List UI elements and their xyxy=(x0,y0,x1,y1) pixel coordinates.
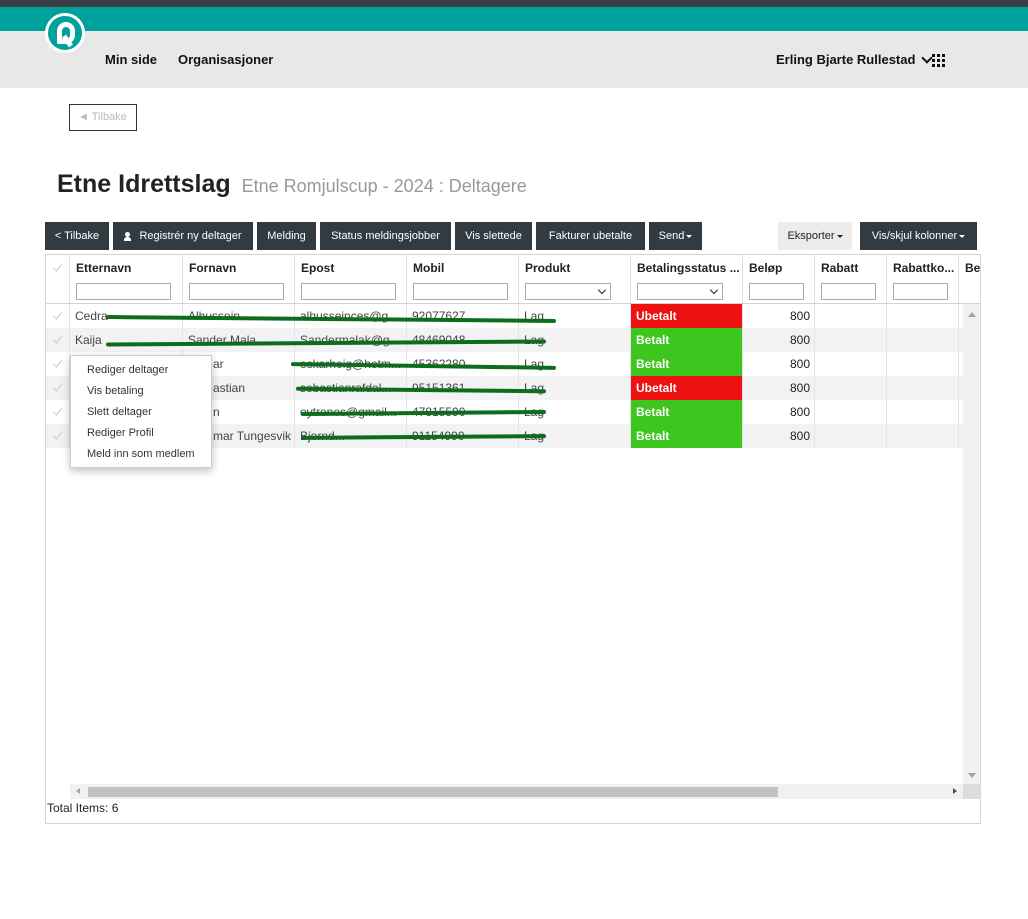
check-icon xyxy=(52,357,63,368)
apps-grid-icon[interactable] xyxy=(932,54,945,67)
status-badge: Betalt xyxy=(631,424,743,448)
filter-fornavn[interactable] xyxy=(189,283,284,300)
navbar xyxy=(0,31,1028,88)
scroll-left-icon[interactable] xyxy=(76,788,80,794)
filter-produkt-select[interactable] xyxy=(525,283,611,300)
check-icon xyxy=(52,309,63,320)
status-jobs-button[interactable]: Status meldingsjobber xyxy=(320,222,451,250)
page-title: Etne Idrettslag Etne Romjulscup - 2024 :… xyxy=(57,170,527,199)
row-context-menu: Rediger deltager Vis betaling Slett delt… xyxy=(70,355,212,468)
vertical-scrollbar[interactable] xyxy=(963,304,980,784)
filter-belop[interactable] xyxy=(749,283,804,300)
brand-bar xyxy=(0,7,1028,31)
message-button[interactable]: Melding xyxy=(257,222,316,250)
col-belop[interactable]: Beløp xyxy=(743,255,815,303)
menu-register-member[interactable]: Meld inn som medlem xyxy=(87,448,195,460)
menu-edit-participant[interactable]: Rediger deltager xyxy=(87,364,169,376)
page-subtitle: Etne Romjulscup - 2024 : Deltagere xyxy=(241,176,527,196)
col-epost[interactable]: Epost xyxy=(295,255,407,303)
send-dropdown-button[interactable]: Send xyxy=(649,222,702,250)
check-icon xyxy=(52,429,63,440)
user-name: Erling Bjarte Rullestad xyxy=(776,52,916,67)
logo-icon[interactable] xyxy=(45,13,85,53)
scroll-thumb[interactable] xyxy=(88,787,778,797)
check-icon xyxy=(52,381,63,392)
invoice-unpaid-button[interactable]: Fakturer ubetalte xyxy=(536,222,645,250)
nav-min-side[interactable]: Min side xyxy=(105,52,158,67)
check-icon xyxy=(52,261,63,272)
check-icon xyxy=(52,405,63,416)
total-items: Total Items: 6 xyxy=(47,801,119,815)
status-badge: Ubetalt xyxy=(631,376,743,400)
col-mobil[interactable]: Mobil xyxy=(407,255,519,303)
show-deleted-button[interactable]: Vis slettede xyxy=(455,222,532,250)
back-link-box[interactable]: ◄ Tilbake xyxy=(69,104,137,131)
caret-down-icon xyxy=(686,234,693,238)
caret-down-icon xyxy=(836,234,843,238)
caret-down-icon xyxy=(959,234,966,238)
filter-rabatt[interactable] xyxy=(821,283,876,300)
menu-show-payment[interactable]: Vis betaling xyxy=(87,385,144,397)
col-rabatt[interactable]: Rabatt xyxy=(815,255,887,303)
export-dropdown-button[interactable]: Eksporter xyxy=(778,222,852,250)
col-produkt[interactable]: Produkt xyxy=(519,255,631,303)
check-icon xyxy=(52,333,63,344)
menu-delete-participant[interactable]: Slett deltager xyxy=(87,406,152,418)
status-badge: Ubetalt xyxy=(631,304,743,328)
user-menu[interactable]: Erling Bjarte Rullestad xyxy=(776,51,934,67)
register-participant-button[interactable]: Registrér ny deltager xyxy=(113,222,253,250)
org-name: Etne Idrettslag xyxy=(57,170,231,198)
filter-epost[interactable] xyxy=(301,283,396,300)
scroll-down-icon[interactable] xyxy=(968,773,976,778)
scroll-corner xyxy=(963,784,980,799)
nav-organisasjoner[interactable]: Organisasjoner xyxy=(178,52,274,67)
user-plus-icon xyxy=(124,231,135,241)
col-bet[interactable]: Bet xyxy=(965,261,980,275)
scroll-up-icon[interactable] xyxy=(968,312,976,317)
scroll-right-icon[interactable] xyxy=(953,788,957,794)
filter-rabattkode[interactable] xyxy=(893,283,948,300)
status-badge: Betalt xyxy=(631,400,743,424)
horizontal-scrollbar[interactable] xyxy=(70,784,963,799)
grid-header: Etternavn Fornavn Epost Mobil Produkt Be… xyxy=(46,255,980,304)
col-betalingsstatus[interactable]: Betalingsstatus ... xyxy=(631,255,743,303)
menu-edit-profile[interactable]: Rediger Profil xyxy=(87,427,154,439)
filter-etternavn[interactable] xyxy=(76,283,171,300)
status-badge: Betalt xyxy=(631,328,743,352)
participants-grid: Etternavn Fornavn Epost Mobil Produkt Be… xyxy=(45,254,981,824)
filter-status-select[interactable] xyxy=(637,283,723,300)
filter-mobil[interactable] xyxy=(413,283,508,300)
top-strip xyxy=(0,0,1028,7)
col-fornavn[interactable]: Fornavn xyxy=(183,255,295,303)
toggle-columns-button[interactable]: Vis/skjul kolonner xyxy=(860,222,977,250)
back-button[interactable]: < Tilbake xyxy=(45,222,109,250)
col-etternavn[interactable]: Etternavn xyxy=(70,255,183,303)
select-all-cell[interactable] xyxy=(46,255,70,303)
status-badge: Betalt xyxy=(631,352,743,376)
col-rabattkode[interactable]: Rabattko... xyxy=(887,255,959,303)
